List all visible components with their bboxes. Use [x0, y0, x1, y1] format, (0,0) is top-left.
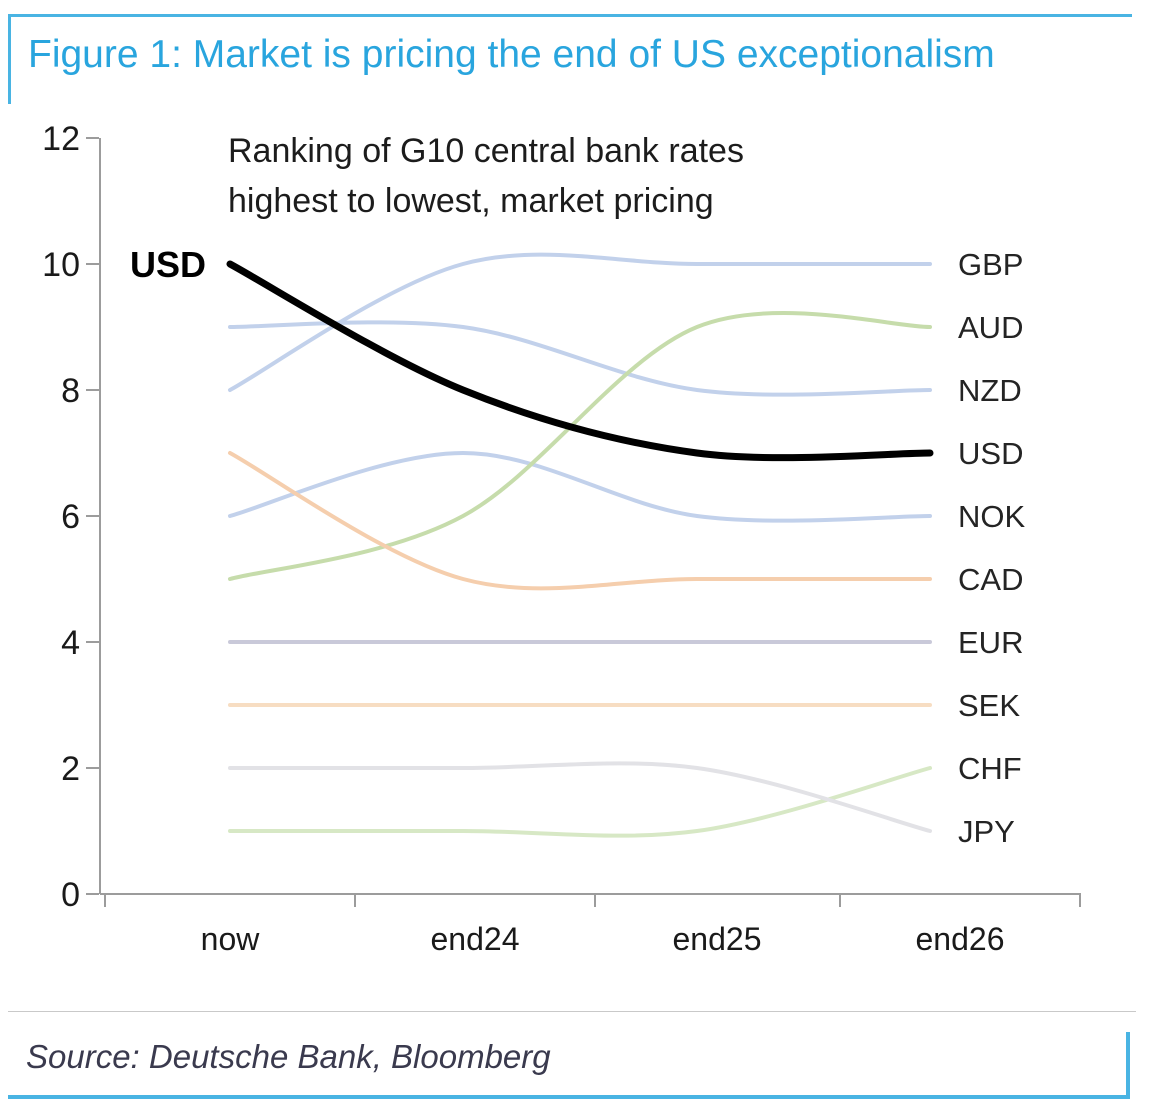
- series-end-label-CHF: CHF: [958, 751, 1022, 786]
- y-tick-label: 10: [42, 246, 80, 284]
- series-end-label-SEK: SEK: [958, 688, 1020, 723]
- series-end-label-NOK: NOK: [958, 499, 1026, 534]
- y-tick-label: 4: [61, 624, 80, 662]
- x-tick-label: end24: [431, 921, 520, 957]
- y-tick-label: 8: [61, 372, 80, 410]
- series-end-label-EUR: EUR: [958, 625, 1023, 660]
- series-end-label-AUD: AUD: [958, 310, 1023, 345]
- source-text: Source: Deutsche Bank, Bloomberg: [26, 1038, 551, 1075]
- title-top-rule: [8, 14, 1132, 17]
- figure-title: Figure 1: Market is pricing the end of U…: [28, 33, 995, 76]
- annotation-line-2: highest to lowest, market pricing: [228, 182, 714, 220]
- title-left-border: [8, 14, 11, 104]
- series-line-CAD: [228, 451, 932, 591]
- series-end-label-JPY: JPY: [958, 814, 1015, 849]
- bottom-right-border: [1126, 1032, 1130, 1099]
- y-tick-label: 12: [42, 120, 80, 158]
- series-end-label-CAD: CAD: [958, 562, 1023, 597]
- series-end-label-GBP: GBP: [958, 247, 1023, 282]
- y-tick-label: 6: [61, 498, 80, 536]
- series-line-NOK: [228, 450, 932, 523]
- x-tick-label: now: [201, 921, 261, 957]
- series-line-NZD: [228, 320, 932, 397]
- x-tick-label: end26: [916, 921, 1005, 957]
- series-end-label-NZD: NZD: [958, 373, 1022, 408]
- y-tick-label: 2: [61, 750, 80, 788]
- series-line-USD: [226, 260, 934, 462]
- series-line-GBP: [228, 252, 932, 392]
- y-tick-label: 0: [61, 876, 80, 914]
- annotation-line-1: Ranking of G10 central bank rates: [228, 132, 744, 170]
- bottom-rule: [8, 1095, 1130, 1099]
- x-tick-label: end25: [673, 921, 762, 957]
- series-end-label-USD: USD: [958, 436, 1023, 471]
- series-line-AUD: [228, 311, 932, 581]
- chart-annotation: Ranking of G10 central bank rates highes…: [228, 126, 744, 226]
- series-line-CHF: [228, 766, 932, 838]
- series-line-JPY: [228, 761, 932, 833]
- usd-start-label: USD: [130, 244, 206, 285]
- source-divider: [8, 1011, 1136, 1012]
